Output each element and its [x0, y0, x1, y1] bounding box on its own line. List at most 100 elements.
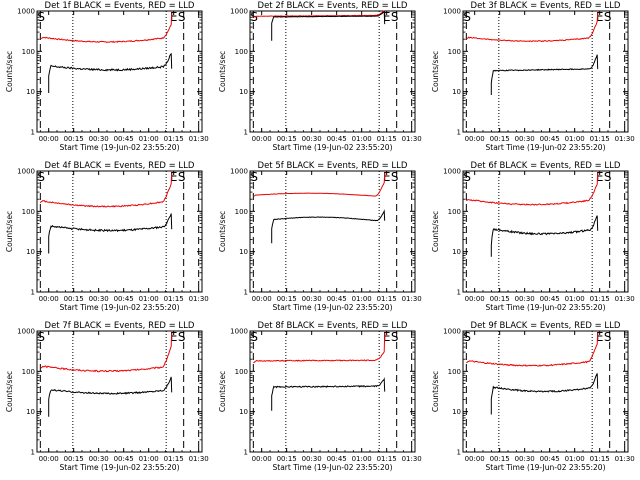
start-flag: S — [604, 10, 612, 24]
x-tick-label: 00:45 — [327, 295, 347, 303]
lld-series-line — [253, 172, 386, 197]
detector-panel-7f: Det 7f BLACK = Events, RED = LLD 1 10 100 10… — [5, 321, 209, 472]
y-axis-label: Counts/sec — [218, 51, 227, 92]
x-tick-label: 00:00 — [39, 455, 59, 463]
x-tick-label: 01:15 — [377, 455, 397, 463]
panel-title: Det 2f BLACK = Events, RED = LLD — [258, 1, 408, 11]
x-tick-label: 00:00 — [252, 455, 272, 463]
x-tick-label: 01:30 — [615, 135, 635, 143]
y-tick-label: 100 — [22, 368, 35, 376]
y-axis-label: Counts/sec — [218, 371, 227, 412]
start-flag: S — [604, 170, 612, 184]
y-tick-label: 100 — [22, 48, 35, 56]
x-tick-label: 00:45 — [540, 455, 560, 463]
lld-series-line — [465, 172, 599, 206]
x-tick-label: 01:15 — [590, 295, 610, 303]
start-flag: S — [391, 10, 399, 24]
x-tick-label: 00:15 — [64, 455, 84, 463]
panel-title: Det 4f BLACK = Events, RED = LLD — [45, 161, 195, 171]
panel-title: Det 5f BLACK = Events, RED = LLD — [258, 161, 408, 171]
detector-panel-9f: Det 9f BLACK = Events, RED = LLD 1 10 100 10… — [431, 321, 635, 472]
x-tick-label: 00:30 — [515, 295, 535, 303]
x-tick-label: 00:30 — [89, 135, 109, 143]
x-axis-label: Start Time (19-Jun-02 23:55:20) — [486, 303, 606, 312]
y-tick-label: 100 — [22, 208, 35, 216]
x-tick-label: 00:30 — [515, 455, 535, 463]
x-tick-label: 01:00 — [565, 135, 585, 143]
detector-panel-5f: Det 5f BLACK = Events, RED = LLD 1 10 100 10… — [218, 161, 422, 312]
events-series-line — [271, 377, 386, 411]
plot-frame — [36, 10, 203, 133]
plot-frame — [36, 330, 203, 453]
x-tick-label: 01:00 — [352, 135, 372, 143]
detector-panel-2f: Det 2f BLACK = Events, RED = LLD 1 10 100 10… — [218, 1, 422, 152]
start-flag: S — [463, 330, 471, 344]
events-series-line — [48, 376, 173, 417]
end-flag: E — [170, 10, 178, 24]
start-flag: S — [391, 330, 399, 344]
y-tick-label: 1000 — [230, 8, 248, 16]
x-tick-label: 01:30 — [402, 295, 422, 303]
y-tick-label: 10 — [26, 248, 35, 256]
end-flag: E — [383, 10, 391, 24]
end-flag: E — [383, 170, 391, 184]
start-flag: S — [178, 10, 186, 24]
detector-panel-6f: Det 6f BLACK = Events, RED = LLD 1 10 100 10… — [431, 161, 635, 312]
plot-frame — [462, 170, 629, 293]
x-tick-label: 01:00 — [352, 455, 372, 463]
end-flag: E — [383, 330, 391, 344]
y-tick-label: 1 — [457, 129, 461, 137]
events-series-line — [490, 54, 599, 95]
y-tick-label: 1 — [244, 129, 248, 137]
x-tick-label: 01:15 — [164, 135, 184, 143]
y-axis-label: Counts/sec — [218, 211, 227, 252]
end-flag: E — [170, 330, 178, 344]
y-axis-label: Counts/sec — [5, 211, 14, 252]
x-axis-label: Start Time (19-Jun-02 23:55:20) — [60, 463, 180, 472]
x-tick-label: 00:15 — [490, 295, 510, 303]
lld-series-line — [253, 332, 386, 364]
y-tick-label: 1000 — [443, 8, 461, 16]
x-tick-label: 00:15 — [64, 295, 84, 303]
x-tick-label: 01:30 — [402, 135, 422, 143]
plot-frame — [249, 330, 416, 453]
x-tick-label: 01:00 — [565, 455, 585, 463]
x-tick-label: 01:15 — [590, 455, 610, 463]
x-tick-label: 00:00 — [252, 295, 272, 303]
y-axis-label: Counts/sec — [431, 371, 440, 412]
x-tick-label: 00:00 — [39, 295, 59, 303]
y-tick-label: 100 — [448, 368, 461, 376]
panel-title: Det 1f BLACK = Events, RED = LLD — [45, 1, 195, 11]
lld-series-line — [466, 332, 599, 367]
end-flag: E — [596, 170, 604, 184]
y-tick-label: 10 — [452, 248, 461, 256]
y-axis-label: Counts/sec — [431, 51, 440, 92]
y-tick-label: 100 — [235, 48, 248, 56]
panel-title: Det 9f BLACK = Events, RED = LLD — [471, 321, 621, 331]
detector-panel-3f: Det 3f BLACK = Events, RED = LLD 1 10 100 10… — [431, 1, 635, 152]
x-axis-label: Start Time (19-Jun-02 23:55:20) — [60, 143, 180, 152]
y-tick-label: 10 — [239, 88, 248, 96]
y-tick-label: 1000 — [230, 328, 248, 336]
y-tick-label: 100 — [448, 208, 461, 216]
y-tick-label: 10 — [26, 408, 35, 416]
lld-series-line — [40, 12, 173, 44]
y-tick-label: 10 — [239, 408, 248, 416]
plot-frame — [249, 10, 416, 133]
x-tick-label: 01:30 — [615, 455, 635, 463]
y-tick-label: 1 — [457, 449, 461, 457]
y-axis-label: Counts/sec — [431, 211, 440, 252]
x-tick-label: 00:15 — [490, 135, 510, 143]
x-axis-label: Start Time (19-Jun-02 23:55:20) — [486, 463, 606, 472]
x-tick-label: 00:15 — [64, 135, 84, 143]
y-tick-label: 10 — [239, 248, 248, 256]
start-flag: S — [250, 170, 258, 184]
detector-panel-4f: Det 4f BLACK = Events, RED = LLD 1 10 100 10… — [5, 161, 209, 312]
x-tick-label: 00:30 — [302, 135, 322, 143]
x-tick-label: 00:45 — [540, 295, 560, 303]
x-tick-label: 00:30 — [89, 455, 109, 463]
events-series-line — [48, 52, 173, 93]
y-tick-label: 100 — [235, 208, 248, 216]
x-axis-label: Start Time (19-Jun-02 23:55:20) — [486, 143, 606, 152]
